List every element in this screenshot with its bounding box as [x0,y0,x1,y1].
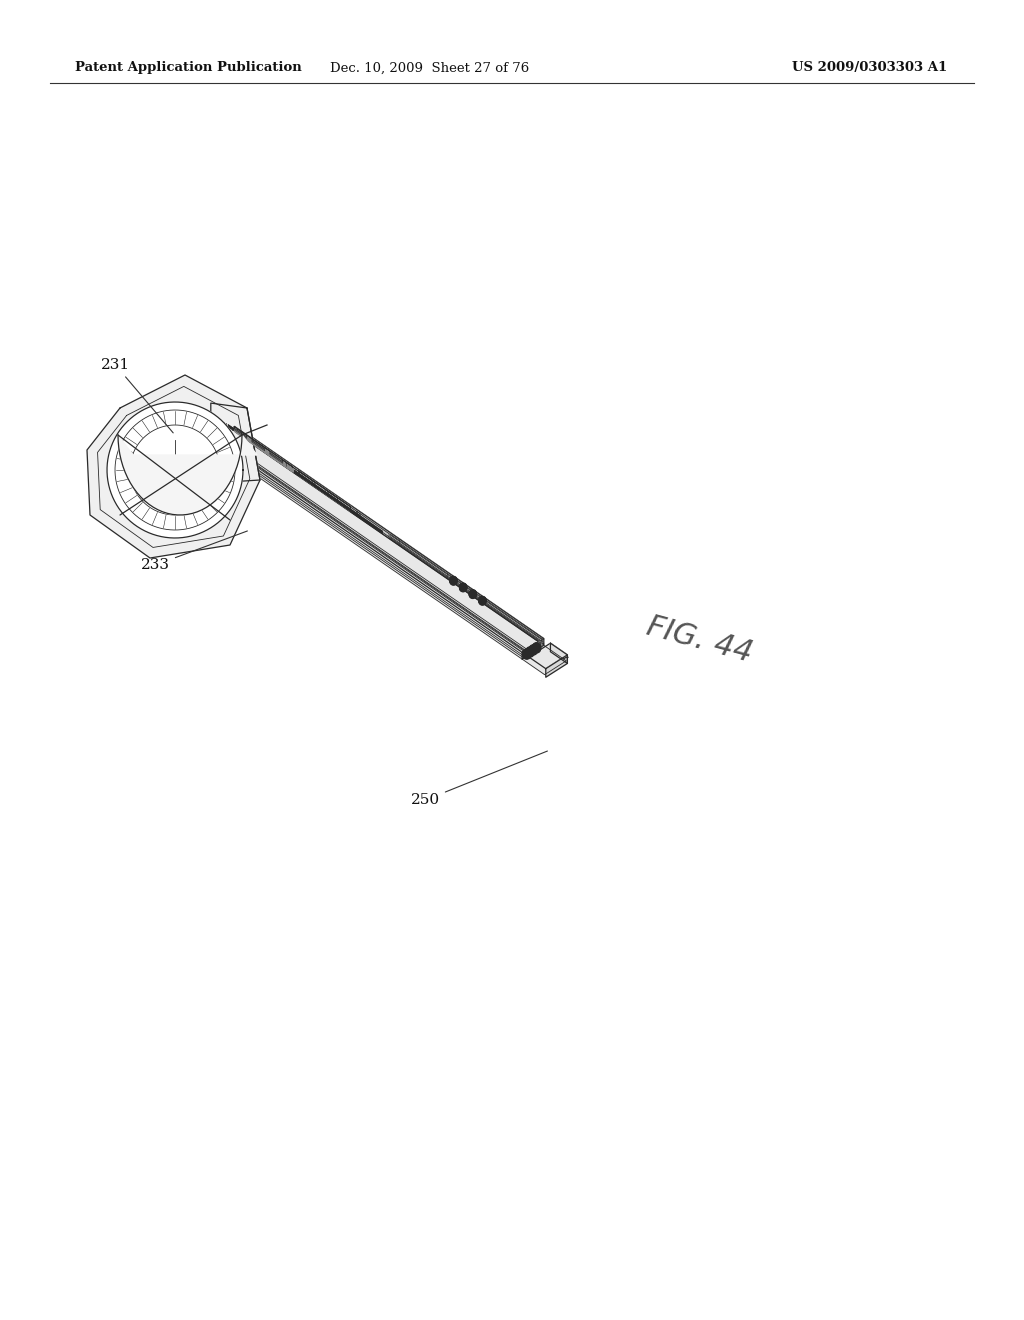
Text: US 2009/0303303 A1: US 2009/0303303 A1 [793,62,947,74]
Polygon shape [522,645,566,675]
Text: Patent Application Publication: Patent Application Publication [75,62,302,74]
Circle shape [529,645,538,653]
Circle shape [450,577,457,583]
Polygon shape [234,430,294,471]
Polygon shape [200,416,544,652]
Polygon shape [238,429,270,454]
Polygon shape [234,430,294,471]
Polygon shape [221,418,544,643]
Polygon shape [234,429,294,471]
Polygon shape [525,642,541,656]
Circle shape [529,647,538,655]
Text: Dec. 10, 2009  Sheet 27 of 76: Dec. 10, 2009 Sheet 27 of 76 [331,62,529,74]
Circle shape [460,583,467,590]
Circle shape [523,651,530,659]
Circle shape [532,644,541,652]
Circle shape [450,577,457,585]
Circle shape [526,648,535,656]
Circle shape [526,647,535,655]
Circle shape [523,649,530,659]
Polygon shape [234,429,294,471]
Polygon shape [108,403,243,539]
Polygon shape [234,426,280,462]
Circle shape [532,645,541,653]
Circle shape [460,583,467,591]
Polygon shape [234,430,294,473]
Polygon shape [87,375,260,558]
Text: 250: 250 [411,751,548,807]
Circle shape [523,651,530,659]
Circle shape [532,643,541,651]
Polygon shape [546,655,567,677]
Circle shape [469,590,476,597]
Polygon shape [234,430,294,471]
Circle shape [529,647,538,655]
Circle shape [479,598,486,605]
Circle shape [532,644,541,652]
Polygon shape [234,429,294,470]
Text: 231: 231 [101,358,173,433]
Polygon shape [270,451,283,462]
Circle shape [526,647,535,656]
Circle shape [460,583,467,590]
Circle shape [532,643,541,651]
Circle shape [529,645,538,653]
Circle shape [469,591,476,598]
Polygon shape [211,403,260,483]
Polygon shape [270,453,283,463]
Circle shape [450,578,457,585]
Circle shape [469,590,476,597]
Polygon shape [234,430,294,471]
Polygon shape [328,491,360,516]
Circle shape [479,597,486,605]
Text: 233: 233 [141,531,248,572]
Circle shape [469,590,476,598]
Polygon shape [252,441,265,451]
Polygon shape [286,462,338,502]
Circle shape [526,649,535,657]
Circle shape [460,585,467,591]
Polygon shape [234,426,293,471]
Polygon shape [221,416,544,645]
Circle shape [529,645,538,653]
Circle shape [479,597,486,603]
Circle shape [450,578,457,585]
Polygon shape [524,640,542,657]
Circle shape [460,585,467,591]
Polygon shape [233,428,247,438]
Polygon shape [252,440,265,449]
Circle shape [479,597,486,603]
Polygon shape [233,426,247,437]
Circle shape [450,577,457,583]
Text: FIG. 44: FIG. 44 [644,612,756,668]
Polygon shape [356,511,389,537]
Polygon shape [299,471,350,511]
Polygon shape [522,639,544,659]
Circle shape [526,648,535,656]
Polygon shape [200,422,544,659]
Polygon shape [528,643,567,669]
Polygon shape [283,461,315,484]
Polygon shape [118,436,257,515]
Circle shape [523,649,530,657]
Circle shape [469,591,476,598]
Circle shape [479,598,486,605]
Circle shape [523,649,530,657]
Polygon shape [525,644,537,653]
Polygon shape [551,643,567,664]
